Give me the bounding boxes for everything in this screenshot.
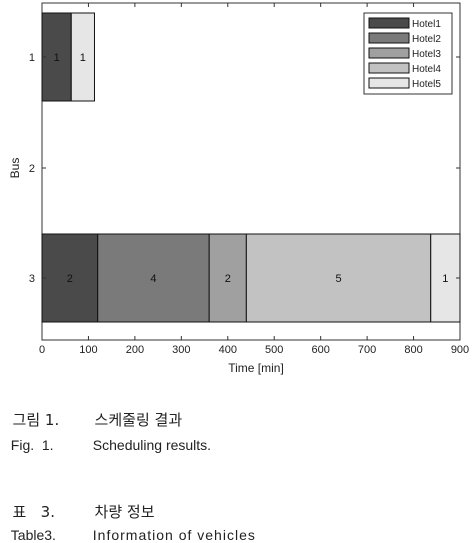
- bar-segment-bus3-hotel1: [41, 233, 99, 323]
- gantt-chart: 1 1 2 4 2 5 1 0 100 200 300 400 500 600 700 800 900 1 2 3…: [8, 2, 469, 375]
- legend-swatch-hotel4: [368, 62, 410, 74]
- figure-title-korean: 스케줄링 결과: [94, 411, 183, 429]
- legend-swatch-hotel1: [368, 17, 410, 29]
- table-caption-korean: 표 3. 차량 정보: [3, 483, 155, 522]
- x-tick-label: 700: [358, 344, 376, 356]
- bar-segment-bus3-hotel3: [208, 233, 247, 323]
- x-tick-label: 300: [172, 344, 190, 356]
- segment-label: 1: [54, 52, 60, 64]
- x-tick-label: 200: [126, 344, 144, 356]
- x-tick-label: 400: [219, 344, 237, 356]
- legend-label: Hotel2: [412, 34, 441, 45]
- x-tick-label: 800: [404, 344, 422, 356]
- segment-label: 1: [442, 273, 448, 285]
- figure-caption-korean: 그림 1. 스케줄링 결과: [3, 391, 183, 430]
- y-axis-label: Bus: [8, 158, 22, 179]
- x-tick-label: 600: [311, 344, 329, 356]
- table-number-korean: 표 3.: [12, 503, 55, 521]
- bar-segments: 1 1 2 4 2 5 1: [41, 12, 461, 323]
- legend-label: Hotel3: [412, 49, 441, 60]
- x-tick-label: 500: [265, 344, 283, 356]
- table-title-english: Information of vehicles: [92, 527, 256, 543]
- figure-caption-english: Fig. 1. Scheduling results.: [3, 421, 211, 453]
- legend-label: Hotel1: [412, 19, 441, 30]
- legend-label: Hotel5: [412, 79, 441, 90]
- y-tick-label: 2: [29, 163, 35, 175]
- legend-swatch-hotel3: [368, 47, 410, 59]
- bar-segment-bus1-hotel5: [70, 12, 95, 102]
- legend-swatch-hotel5: [368, 77, 410, 89]
- bar-segment-bus3-hotel4: [245, 233, 432, 323]
- bar-segment-bus3-hotel2: [97, 233, 210, 323]
- x-tick-label: 900: [451, 344, 469, 356]
- segment-label: 5: [335, 273, 341, 285]
- legend-label: Hotel4: [412, 64, 441, 75]
- x-tick-label: 0: [39, 344, 45, 356]
- figure-number-korean: 그림 1.: [12, 411, 60, 429]
- segment-label: 1: [80, 52, 86, 64]
- bar-segment-bus1-hotel1: [41, 12, 72, 102]
- x-axis-ticks: 0 100 200 300 400 500 600 700 800 900: [39, 3, 469, 356]
- table-number-english: Table3.: [10, 527, 56, 543]
- x-tick-label: 100: [79, 344, 97, 356]
- x-axis-label: Time [min]: [228, 361, 284, 375]
- y-axis-ticks: 1 2 3: [29, 52, 460, 285]
- y-tick-label: 3: [29, 273, 35, 285]
- table-title-korean: 차량 정보: [94, 503, 155, 521]
- segment-label: 4: [150, 273, 156, 285]
- figure-title-english: Scheduling results.: [92, 437, 212, 453]
- table-caption-english: Table3. Information of vehicles: [3, 511, 256, 543]
- y-tick-label: 1: [29, 52, 35, 64]
- legend-swatch-hotel2: [368, 32, 410, 44]
- legend: Hotel1 Hotel2 Hotel3 Hotel4 Hotel5: [363, 12, 453, 95]
- bar-segment-bus3-hotel5: [430, 233, 461, 323]
- segment-label: 2: [225, 273, 231, 285]
- figure-number-english: Fig. 1.: [10, 437, 54, 453]
- segment-label: 2: [67, 273, 73, 285]
